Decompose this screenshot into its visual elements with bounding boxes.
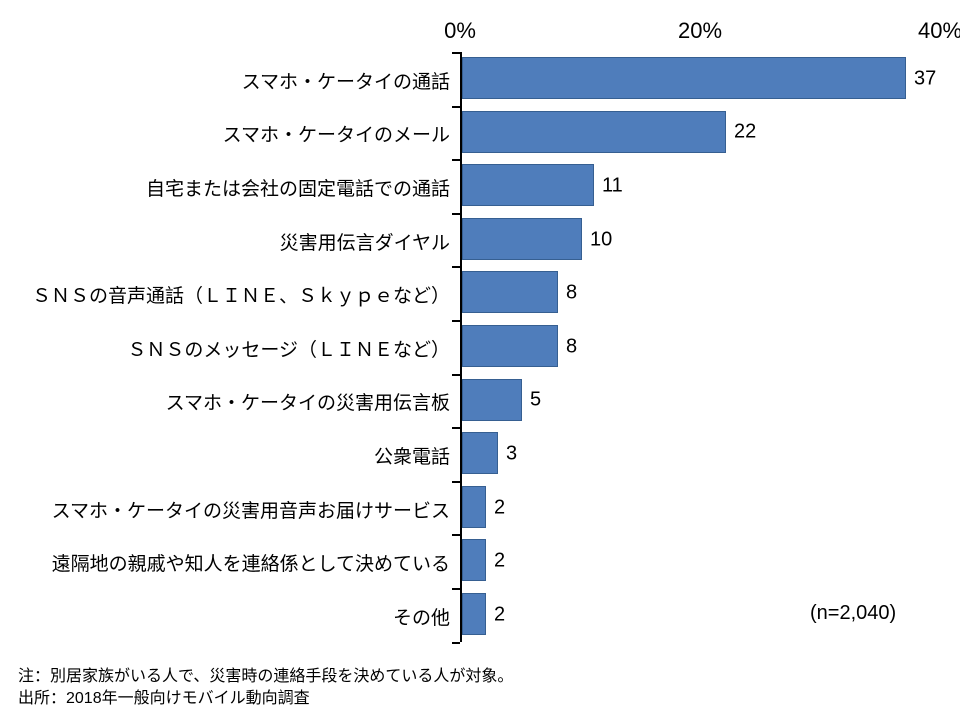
bar-row: 2: [460, 534, 940, 588]
bar-row: 11: [460, 159, 940, 213]
bar: [462, 111, 726, 153]
category-label: 自宅または会社の固定電話での通話: [10, 174, 450, 201]
bar-value-label: 10: [590, 228, 612, 251]
x-axis-tick-1: 20%: [678, 18, 722, 44]
bar: [462, 379, 522, 421]
category-label: スマホ・ケータイのメール: [10, 120, 450, 147]
axis-tick: [452, 159, 460, 161]
footer-note: 注：別居家族がいる人で、災害時の連絡手段を決めている人が対象。: [18, 662, 513, 686]
bar: [462, 539, 486, 581]
axis-tick: [452, 427, 460, 429]
bar-row: 8: [460, 266, 940, 320]
bar: [462, 218, 582, 260]
bar-value-label: 2: [494, 550, 505, 573]
bar-value-label: 8: [566, 335, 577, 358]
category-label: ＳＮＳの音声通話（ＬＩＮＥ、Ｓｋｙｐｅなど）: [10, 281, 450, 308]
bar: [462, 486, 486, 528]
axis-tick: [452, 588, 460, 590]
category-label: スマホ・ケータイの通話: [10, 67, 450, 94]
footer-source: 出所：2018年一般向けモバイル動向調査: [18, 684, 310, 708]
x-axis-tick-2: 40%: [918, 18, 960, 44]
category-label: ＳＮＳのメッセージ（ＬＩＮＥなど）: [10, 335, 450, 362]
category-label: 公衆電話: [10, 442, 450, 469]
sample-size-label: (n=2,040): [810, 602, 896, 625]
x-axis-labels: 0% 20% 40%: [460, 18, 940, 48]
bar: [462, 57, 906, 99]
category-label: スマホ・ケータイの災害用音声お届けサービス: [10, 496, 450, 523]
bar-value-label: 37: [914, 67, 936, 90]
axis-tick: [452, 481, 460, 483]
axis-tick: [452, 642, 460, 644]
category-label: 災害用伝言ダイヤル: [10, 228, 450, 255]
axis-tick: [452, 52, 460, 54]
bar-row: 8: [460, 320, 940, 374]
bar-value-label: 22: [734, 121, 756, 144]
bar-row: 22: [460, 106, 940, 160]
bar-value-label: 5: [530, 389, 541, 412]
bar: [462, 164, 594, 206]
bar: [462, 271, 558, 313]
category-label: 遠隔地の親戚や知人を連絡係として決めている: [10, 549, 450, 576]
bar: [462, 325, 558, 367]
axis-tick: [452, 213, 460, 215]
axis-tick: [452, 106, 460, 108]
plot-area: 372211108853222: [460, 52, 940, 642]
bar-row: 37: [460, 52, 940, 106]
bar: [462, 593, 486, 635]
bar-value-label: 2: [494, 603, 505, 626]
axis-tick: [452, 534, 460, 536]
bar-row: 10: [460, 213, 940, 267]
bar-value-label: 8: [566, 282, 577, 305]
axis-tick: [452, 320, 460, 322]
x-axis-tick-0: 0%: [444, 18, 476, 44]
axis-tick: [452, 374, 460, 376]
bar-row: 5: [460, 374, 940, 428]
category-label: スマホ・ケータイの災害用伝言板: [10, 388, 450, 415]
bar-value-label: 2: [494, 496, 505, 519]
category-label: その他: [10, 603, 450, 630]
chart-container: 0% 20% 40% 372211108853222 スマホ・ケータイの通話スマ…: [0, 0, 960, 720]
axis-tick: [452, 266, 460, 268]
bar-value-label: 11: [602, 174, 623, 197]
bar-row: 3: [460, 427, 940, 481]
bar-row: 2: [460, 481, 940, 535]
bar-value-label: 3: [506, 442, 517, 465]
bar: [462, 432, 498, 474]
